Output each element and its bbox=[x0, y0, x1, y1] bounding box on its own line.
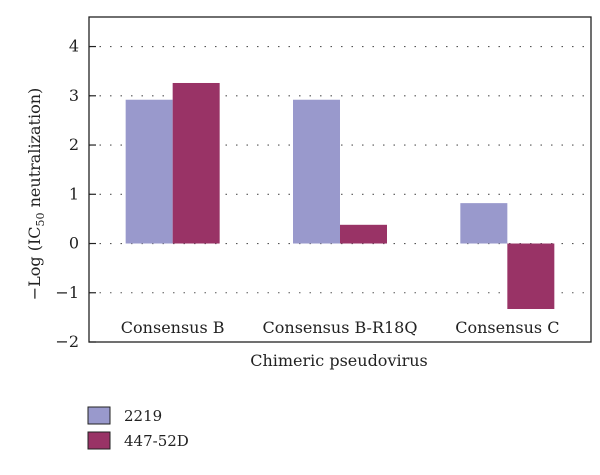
bar-2219-2 bbox=[460, 203, 508, 244]
plot-frame bbox=[88, 16, 592, 343]
legend-label-2219: 2219 bbox=[124, 407, 162, 425]
legend-label-447-52D: 447-52D bbox=[124, 432, 189, 450]
bars bbox=[125, 82, 555, 310]
legend: 2219 447-52D bbox=[87, 406, 189, 450]
y-axis-title-subscript: 50 bbox=[34, 212, 47, 226]
x-category-label: Consensus B bbox=[121, 318, 225, 337]
y-tick-label: −2 bbox=[55, 332, 79, 351]
y-tick-label: 2 bbox=[69, 135, 79, 154]
y-axis-ticks: −2 −1 0 1 2 3 4 bbox=[55, 37, 96, 351]
y-axis-title-prefix: −Log (IC bbox=[25, 226, 44, 300]
bar-2219-0 bbox=[125, 99, 173, 244]
bar-447-52D-0 bbox=[172, 82, 220, 244]
y-tick-label: 3 bbox=[69, 86, 79, 105]
bar-2219-1 bbox=[293, 99, 340, 244]
legend-swatch-2219 bbox=[87, 406, 111, 425]
x-axis-title: Chimeric pseudovirus bbox=[250, 351, 428, 370]
y-tick-label: 1 bbox=[69, 184, 79, 203]
y-axis-title-suffix: neutralization) bbox=[25, 88, 44, 213]
y-tick-label: 0 bbox=[69, 234, 79, 253]
y-axis-title: −Log (IC50 neutralization) bbox=[25, 88, 47, 301]
x-category-label: Consensus C bbox=[455, 318, 559, 337]
y-tick-label: 4 bbox=[69, 37, 79, 56]
legend-swatch-447-52D bbox=[87, 431, 111, 450]
x-category-label: Consensus B-R18Q bbox=[263, 318, 418, 337]
bar-447-52D-1 bbox=[340, 224, 387, 244]
x-axis-categories: Consensus B Consensus B-R18Q Consensus C bbox=[121, 318, 560, 337]
bar-447-52D-2 bbox=[507, 243, 555, 310]
y-tick-label: −1 bbox=[55, 283, 79, 302]
